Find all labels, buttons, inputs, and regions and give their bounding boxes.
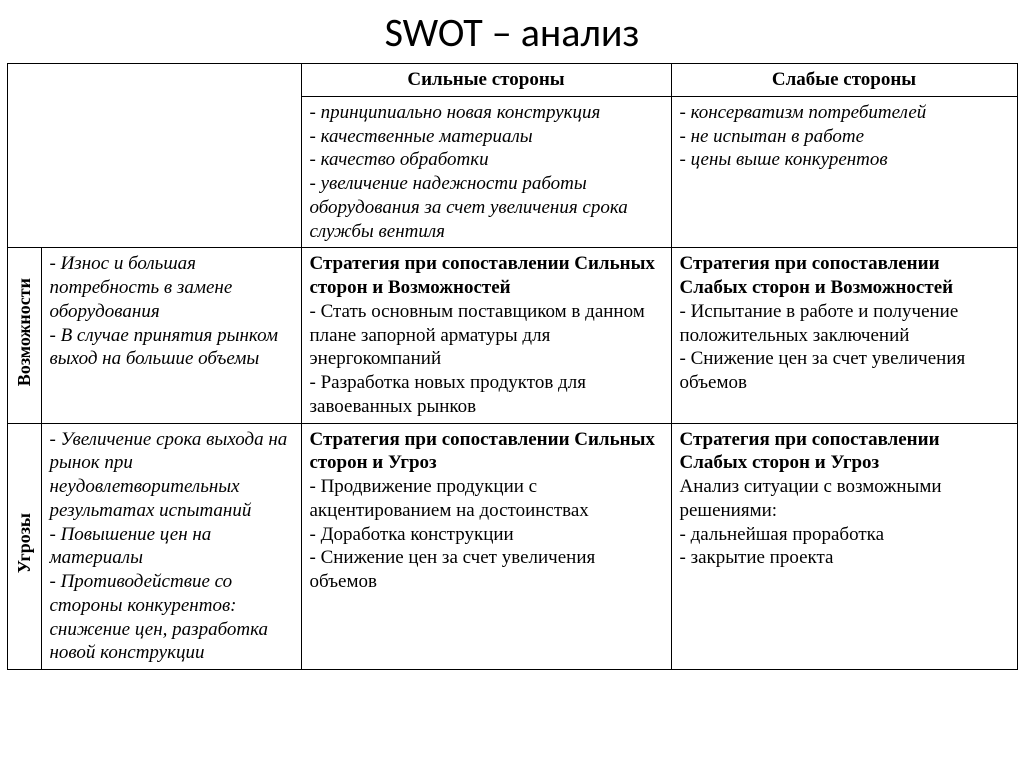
weaknesses-item: - не испытан в работе — [680, 125, 1009, 149]
row-threats-header: Угрозы — [7, 423, 41, 670]
strengths-item: - качественные материалы — [310, 125, 663, 149]
st-cell: Стратегия при сопоставлении Сильных стор… — [301, 423, 671, 670]
opportunities-cell: - Износ и большая потребность в замене о… — [41, 248, 301, 423]
threats-cell: - Увеличение срока выхода на рынок при н… — [41, 423, 301, 670]
threats-item: - Повышение цен на материалы — [50, 523, 293, 571]
strengths-cell: - принципиально новая конструкция - каче… — [301, 96, 671, 248]
col-weaknesses-header: Слабые стороны — [671, 64, 1017, 97]
wo-heading: Стратегия при сопоставлении Слабых сторо… — [680, 252, 1009, 300]
so-item: - Разработка новых продуктов для завоева… — [310, 371, 663, 419]
row-threats-label: Угрозы — [13, 513, 36, 573]
page-title: SWOT – анализ — [0, 8, 1024, 57]
strengths-item: - качество обработки — [310, 148, 663, 172]
st-item: - Снижение цен за счет увеличения объемо… — [310, 546, 663, 594]
wt-intro: Анализ ситуации с возможными решениями: — [680, 475, 1009, 523]
so-cell: Стратегия при сопоставлении Сильных стор… — [301, 248, 671, 423]
swot-table: Сильные стороны Слабые стороны - принцип… — [7, 63, 1018, 670]
wt-cell: Стратегия при сопоставлении Слабых сторо… — [671, 423, 1017, 670]
opportunities-item: - Износ и большая потребность в замене о… — [50, 252, 293, 323]
so-item: - Стать основным поставщиком в данном пл… — [310, 300, 663, 371]
wt-item: - закрытие проекта — [680, 546, 1009, 570]
col-strengths-header: Сильные стороны — [301, 64, 671, 97]
strengths-item: - принципиально новая конструкция — [310, 101, 663, 125]
st-item: - Доработка конструкции — [310, 523, 663, 547]
wo-cell: Стратегия при сопоставлении Слабых сторо… — [671, 248, 1017, 423]
row-opportunities-label: Возможности — [13, 278, 36, 386]
threats-item: - Противодействие со стороны конкурентов… — [50, 570, 293, 665]
wt-item: - дальнейшая проработка — [680, 523, 1009, 547]
threats-item: - Увеличение срока выхода на рынок при н… — [50, 428, 293, 523]
opportunities-item: - В случае принятия рынком выход на боль… — [50, 324, 293, 372]
st-heading: Стратегия при сопоставлении Сильных стор… — [310, 428, 663, 476]
so-heading: Стратегия при сопоставлении Сильных стор… — [310, 252, 663, 300]
weaknesses-item: - цены выше конкурентов — [680, 148, 1009, 172]
strengths-item: - увеличение надежности работы оборудова… — [310, 172, 663, 243]
wt-heading: Стратегия при сопоставлении Слабых сторо… — [680, 428, 1009, 476]
row-opportunities-header: Возможности — [7, 248, 41, 423]
weaknesses-cell: - консерватизм потребителей - не испытан… — [671, 96, 1017, 248]
wo-item: - Снижение цен за счет увеличения объемо… — [680, 347, 1009, 395]
corner-empty — [7, 64, 301, 248]
wo-item: - Испытание в работе и получение положит… — [680, 300, 1009, 348]
st-item: - Продвижение продукции с акцентирование… — [310, 475, 663, 523]
weaknesses-item: - консерватизм потребителей — [680, 101, 1009, 125]
